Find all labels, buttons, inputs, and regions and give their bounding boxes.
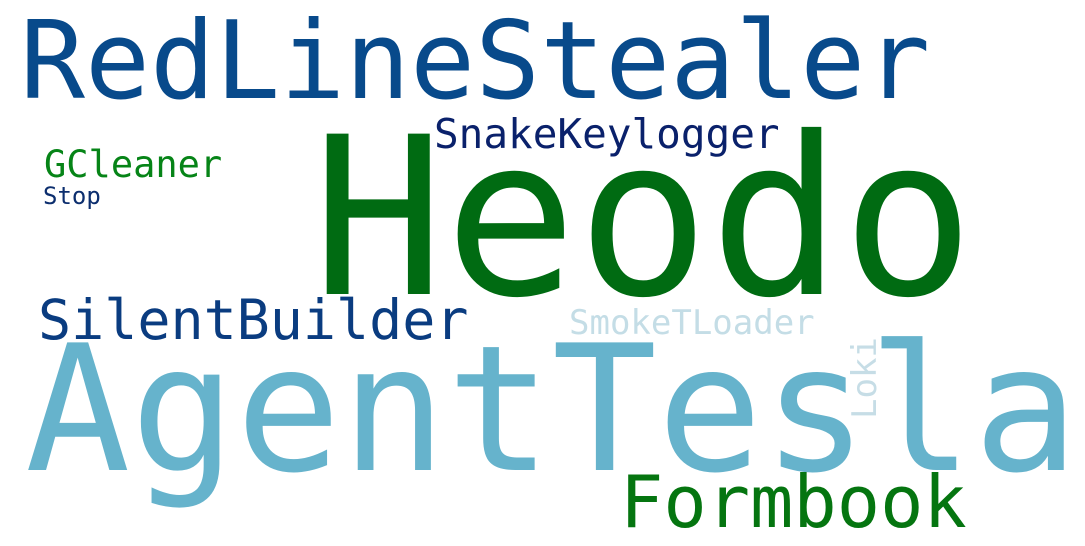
word-loki: Loki: [845, 337, 885, 419]
word-silentbuilder: SilentBuilder: [38, 288, 469, 352]
word-agenttesla: AgentTesla: [25, 309, 1079, 512]
word-gcleaner: GCleaner: [44, 143, 223, 186]
word-formbook: Formbook: [620, 460, 967, 544]
word-redlinestealer: RedLineStealer: [20, 0, 931, 124]
word-smoketloader: SmokeTLoader: [569, 303, 815, 343]
word-snakekeylogger: SnakeKeylogger: [434, 110, 780, 158]
word-stop: Stop: [43, 182, 101, 210]
word-heodo: Heodo: [312, 90, 975, 346]
